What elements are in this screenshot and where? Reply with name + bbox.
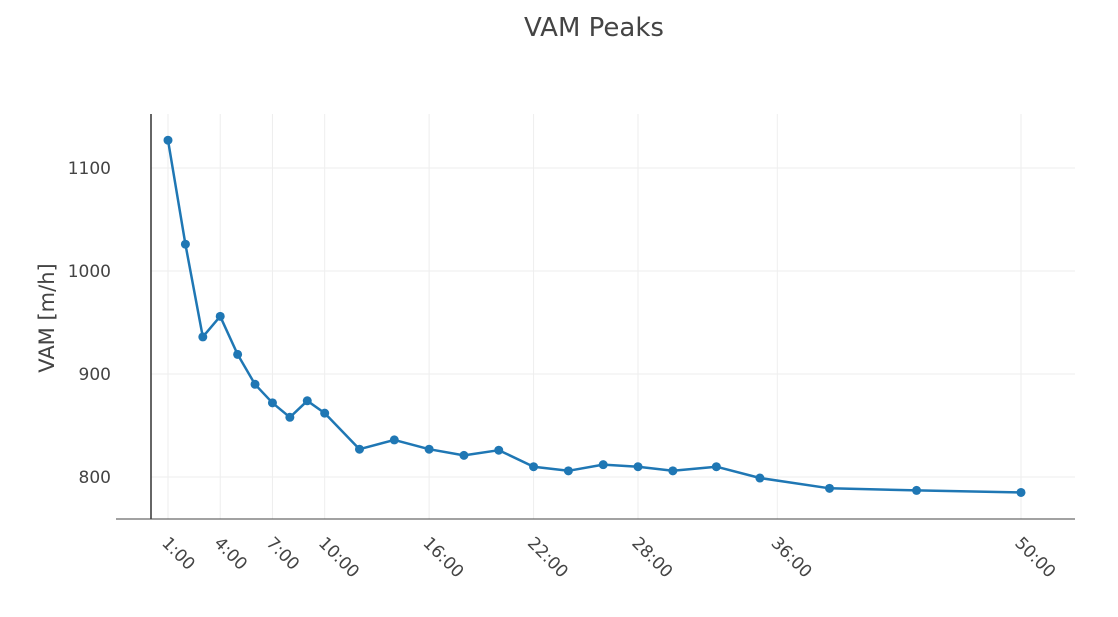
data-point[interactable] bbox=[215, 311, 225, 321]
data-point[interactable] bbox=[302, 396, 312, 406]
y-tick-label: 1000 bbox=[68, 262, 111, 282]
data-point[interactable] bbox=[529, 462, 539, 472]
data-point[interactable] bbox=[598, 460, 608, 470]
x-tick-label: 4:00 bbox=[210, 533, 251, 574]
x-tick-label: 28:00 bbox=[627, 533, 676, 582]
y-tick-label: 900 bbox=[79, 365, 111, 385]
x-tick-label: 22:00 bbox=[523, 533, 572, 582]
y-tick-label: 800 bbox=[79, 468, 111, 488]
data-point[interactable] bbox=[233, 349, 243, 359]
data-point[interactable] bbox=[389, 435, 399, 445]
series-line bbox=[166, 139, 1022, 494]
chart-title: VAM Peaks bbox=[524, 13, 664, 43]
data-point[interactable] bbox=[180, 239, 190, 249]
series-layer bbox=[163, 135, 1026, 497]
data-point[interactable] bbox=[285, 412, 295, 422]
y-axis-title: VAM [m/h] bbox=[35, 263, 59, 372]
data-point[interactable] bbox=[354, 444, 364, 454]
x-tick-label: 7:00 bbox=[262, 533, 303, 574]
y-tick-label: 1100 bbox=[68, 159, 111, 179]
data-point[interactable] bbox=[250, 379, 260, 389]
data-point[interactable] bbox=[825, 483, 835, 493]
data-point[interactable] bbox=[494, 445, 504, 455]
x-tick-label: 1:00 bbox=[157, 533, 198, 574]
grid-layer bbox=[151, 114, 1075, 519]
data-point[interactable] bbox=[1016, 487, 1026, 497]
data-point[interactable] bbox=[755, 473, 765, 483]
data-point[interactable] bbox=[563, 466, 573, 476]
data-point[interactable] bbox=[163, 135, 173, 145]
x-tick-label: 36:00 bbox=[767, 533, 816, 582]
x-tick-label: 50:00 bbox=[1010, 533, 1059, 582]
x-tick-label: 10:00 bbox=[314, 533, 363, 582]
data-point[interactable] bbox=[320, 408, 330, 418]
data-point[interactable] bbox=[267, 398, 277, 408]
axis-layer bbox=[116, 114, 1075, 520]
data-point[interactable] bbox=[459, 450, 469, 460]
data-point[interactable] bbox=[912, 485, 922, 495]
data-point[interactable] bbox=[424, 444, 434, 454]
data-point[interactable] bbox=[668, 466, 678, 476]
data-point[interactable] bbox=[711, 462, 721, 472]
x-tick-label: 16:00 bbox=[419, 533, 468, 582]
data-point[interactable] bbox=[633, 462, 643, 472]
data-point[interactable] bbox=[198, 332, 208, 342]
